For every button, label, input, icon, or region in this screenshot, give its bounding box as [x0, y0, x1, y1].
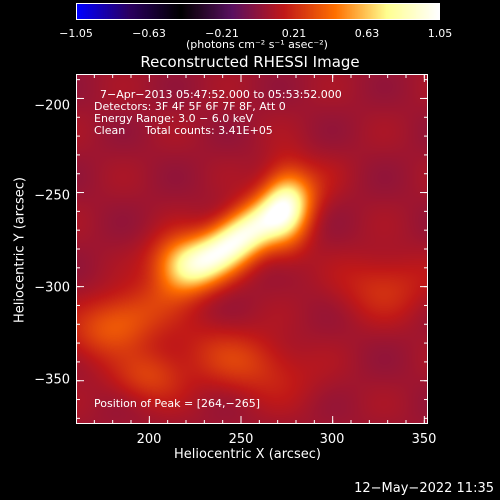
y-tick-label: −250: [34, 188, 70, 204]
plot-area: [76, 74, 428, 424]
colorbar-tick: −0.63: [132, 27, 166, 40]
y-axis-label: Heliocentric Y (arcsec): [12, 177, 28, 323]
plot-axes: [76, 74, 428, 424]
colorbar-tick: 0.63: [354, 27, 380, 40]
chart-title: Reconstructed RHESSI Image: [140, 53, 360, 71]
x-tick-label: 300: [319, 432, 345, 447]
colorbar-tick: −0.21: [205, 27, 239, 40]
heatmap-image: [76, 74, 428, 424]
colorbar-tick: −1.05: [59, 27, 93, 40]
x-axis-label: Heliocentric X (arcsec): [174, 447, 321, 462]
colorbar-gradient: [77, 4, 439, 19]
colorbar: [76, 3, 440, 20]
x-tick-label: 250: [228, 432, 254, 447]
colorbar-unit-label: (photons cm⁻² s⁻¹ asec⁻²): [186, 38, 328, 51]
colorbar-tick: 1.05: [427, 27, 453, 40]
time-range-text: 7−Apr−2013 05:47:52.000 to 05:53:52.000: [100, 88, 342, 101]
timestamp: 12−May−2022 11:35: [354, 481, 494, 496]
total-counts-text: Total counts: 3.41E+05: [145, 124, 273, 137]
colorbar-tick: 0.21: [281, 27, 307, 40]
y-tick-label: −300: [34, 280, 70, 296]
x-tick-label: 350: [411, 432, 437, 447]
y-tick-label: −350: [34, 372, 70, 388]
energy-range-text: Energy Range: 3.0 − 6.0 keV: [94, 112, 254, 125]
clean-text: Clean: [94, 124, 126, 137]
y-tick-label: −200: [34, 98, 70, 114]
peak-position-text: Position of Peak = [264,−265]: [94, 397, 261, 410]
x-tick-label: 200: [136, 432, 162, 447]
detectors-text: Detectors: 3F 4F 5F 6F 7F 8F, Att 0: [94, 100, 286, 113]
